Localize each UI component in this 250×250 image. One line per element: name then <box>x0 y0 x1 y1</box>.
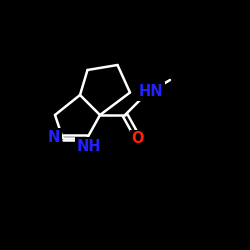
Text: N: N <box>48 130 60 145</box>
Text: NH: NH <box>76 139 101 154</box>
Text: O: O <box>131 131 144 146</box>
Text: HN: HN <box>139 84 164 99</box>
